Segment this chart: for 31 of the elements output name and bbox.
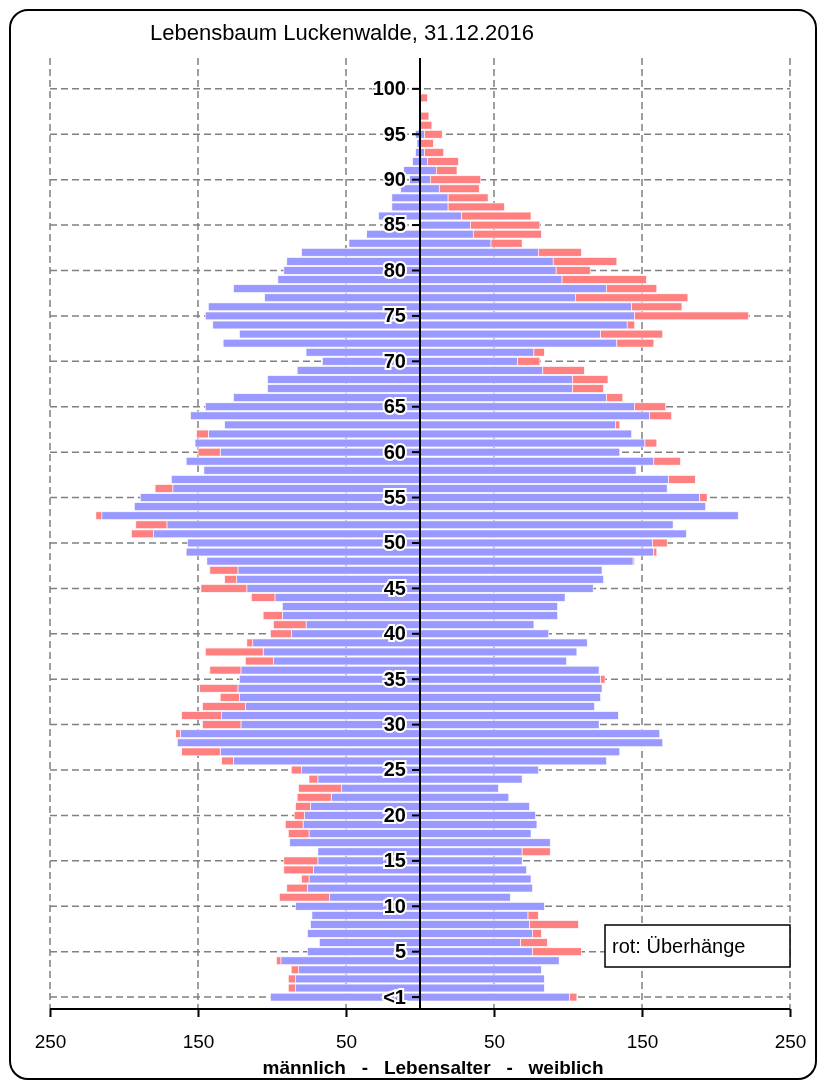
x-tick-label: 250	[34, 1031, 67, 1053]
y-tick-label: 70	[383, 349, 406, 372]
y-tick-label: 60	[383, 440, 406, 463]
y-tick-label: 15	[383, 849, 406, 872]
x-tick-label: 50	[483, 1031, 506, 1053]
y-tick-label: 30	[383, 713, 406, 736]
y-tick-label: 90	[383, 168, 406, 191]
y-tick-label: 50	[383, 531, 406, 554]
x-tick-label: 50	[335, 1031, 358, 1053]
y-tick-label: <1	[383, 985, 406, 1008]
y-tick-label: 20	[383, 803, 406, 826]
y-tick-label: 75	[383, 304, 406, 327]
y-tick-label: 10	[383, 894, 406, 917]
y-tick-label: 80	[383, 258, 406, 281]
y-tick-label: 100	[372, 77, 406, 100]
x-axis-title: männlich - Lebensalter - weiblich	[262, 1057, 604, 1078]
y-tick-label: 35	[383, 667, 406, 690]
y-tick-label: 45	[383, 576, 406, 599]
x-tick-label: 250	[774, 1031, 807, 1053]
y-tick-label: 65	[383, 395, 406, 418]
y-tick-label: 25	[383, 758, 406, 781]
bar	[419, 93, 428, 103]
y-tick-label: 40	[383, 622, 406, 645]
x-tick-label: 150	[182, 1031, 215, 1053]
y-tick-label: 55	[383, 485, 406, 508]
y-tick-label: 85	[383, 213, 406, 236]
annotation: rot: Überhänge	[612, 935, 746, 957]
x-tick-label: 150	[626, 1031, 659, 1053]
y-tick-label: 5	[394, 940, 406, 963]
chart-title: Lebensbaum Luckenwalde, 31.12.2016	[149, 20, 535, 45]
y-tick-label: 95	[383, 122, 406, 145]
